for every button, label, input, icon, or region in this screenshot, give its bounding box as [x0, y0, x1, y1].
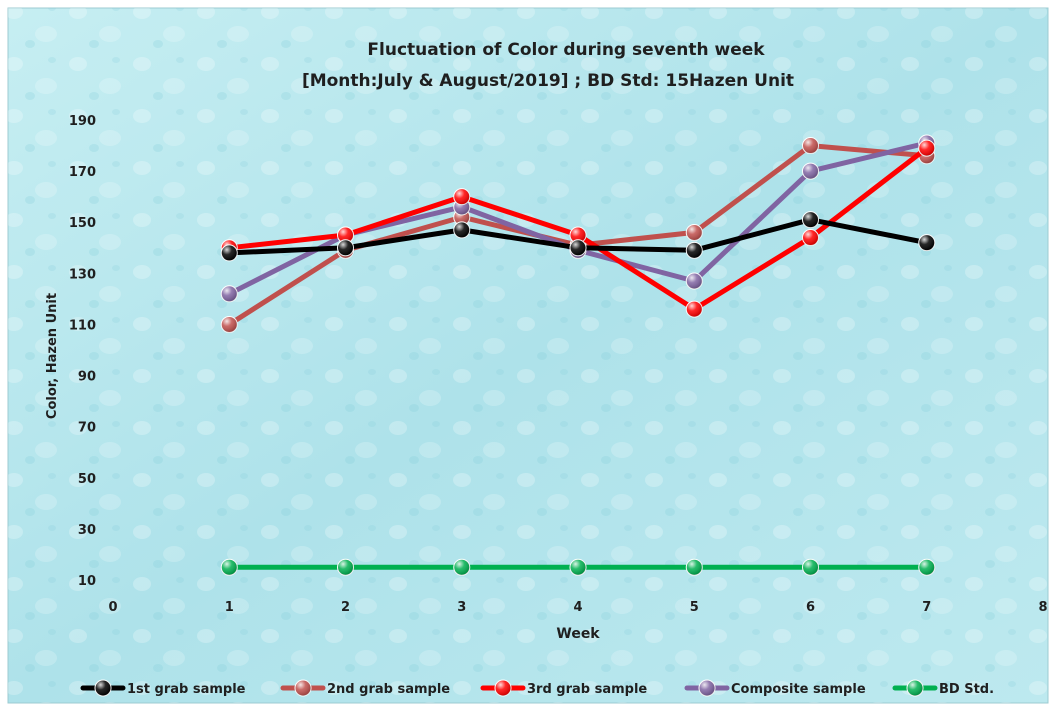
- x-tick-label: 4: [573, 600, 582, 615]
- legend-label: 2nd grab sample: [327, 682, 450, 697]
- x-tick-label: 1: [225, 600, 234, 615]
- chart-subtitle: [Month:July & August/2019] ; BD Std: 15H…: [302, 71, 794, 91]
- y-tick-label: 70: [78, 421, 96, 436]
- y-axis-label: Color, Hazen Unit: [45, 293, 60, 419]
- legend-marker-shine: [495, 680, 511, 696]
- y-tick-label: 190: [69, 114, 96, 129]
- legend-item: 2nd grab sample: [280, 679, 450, 697]
- data-point-shine: [802, 137, 819, 154]
- x-tick-label: 7: [922, 600, 931, 615]
- x-axis-label: Week: [556, 626, 600, 642]
- legend-item: 1st grab sample: [80, 679, 246, 697]
- y-tick-label: 90: [78, 370, 96, 385]
- y-tick-label: 30: [78, 523, 96, 538]
- data-point-shine: [337, 239, 354, 256]
- y-tick-label: 10: [78, 574, 96, 589]
- chart-title: Fluctuation of Color during seventh week: [367, 40, 765, 60]
- series-3: [220, 139, 936, 318]
- y-tick-label: 50: [78, 472, 96, 487]
- data-point-shine: [918, 140, 935, 157]
- legend-label: 3rd grab sample: [527, 682, 647, 697]
- data-point-shine: [337, 227, 354, 243]
- series-layer: [220, 134, 936, 576]
- x-axis-ticks: 0 1 2 3 4 5 6 7 8: [108, 600, 1047, 615]
- legend-item: Composite sample: [684, 679, 866, 697]
- y-axis-ticks: 10 30 50 70 90 110 130 150 170 190: [69, 114, 96, 589]
- data-point-shine: [221, 559, 238, 576]
- legend: 1st grab sample 2nd grab sample 3rd grab s…: [80, 679, 994, 697]
- legend-item: 3rd grab sample: [480, 679, 647, 697]
- x-tick-label: 8: [1038, 600, 1047, 615]
- chart-background-texture: [8, 8, 1048, 703]
- data-point-shine: [453, 559, 470, 576]
- data-point-shine: [686, 559, 703, 576]
- data-point-shine: [802, 163, 819, 180]
- data-point-shine: [570, 227, 586, 243]
- data-point-shine: [337, 559, 354, 576]
- data-point-shine: [221, 285, 238, 302]
- x-tick-label: 6: [806, 600, 815, 615]
- legend-marker-shine: [907, 680, 923, 696]
- x-tick-label: 5: [690, 600, 699, 615]
- series-1: [220, 211, 936, 262]
- data-point-shine: [918, 234, 935, 251]
- legend-marker-shine: [699, 680, 715, 696]
- data-point-shine: [686, 273, 703, 289]
- data-point-shine: [453, 188, 470, 205]
- data-point-shine: [802, 229, 819, 246]
- data-point-shine: [570, 559, 586, 576]
- data-point-shine: [686, 301, 703, 318]
- y-tick-label: 110: [69, 318, 96, 333]
- data-point-shine: [802, 211, 819, 228]
- data-point-shine: [686, 224, 703, 241]
- y-tick-label: 170: [69, 165, 96, 180]
- legend-marker-shine: [295, 680, 311, 696]
- series-5: [220, 558, 936, 576]
- data-point-shine: [918, 559, 935, 576]
- legend-label: Composite sample: [731, 682, 866, 697]
- data-point-shine: [221, 316, 238, 333]
- legend-label: BD Std.: [939, 682, 994, 697]
- y-tick-label: 130: [69, 267, 96, 282]
- y-tick-label: 150: [69, 216, 96, 231]
- x-tick-label: 0: [108, 600, 117, 615]
- data-point-shine: [453, 221, 470, 238]
- data-point-shine: [686, 242, 703, 259]
- legend-label: 1st grab sample: [127, 682, 246, 697]
- legend-item: BD Std.: [892, 679, 994, 697]
- data-point-shine: [570, 239, 586, 256]
- x-tick-label: 3: [457, 600, 466, 615]
- legend-marker-shine: [95, 680, 111, 696]
- data-point-shine: [221, 244, 238, 261]
- data-point-shine: [802, 559, 819, 576]
- x-tick-label: 2: [341, 600, 350, 615]
